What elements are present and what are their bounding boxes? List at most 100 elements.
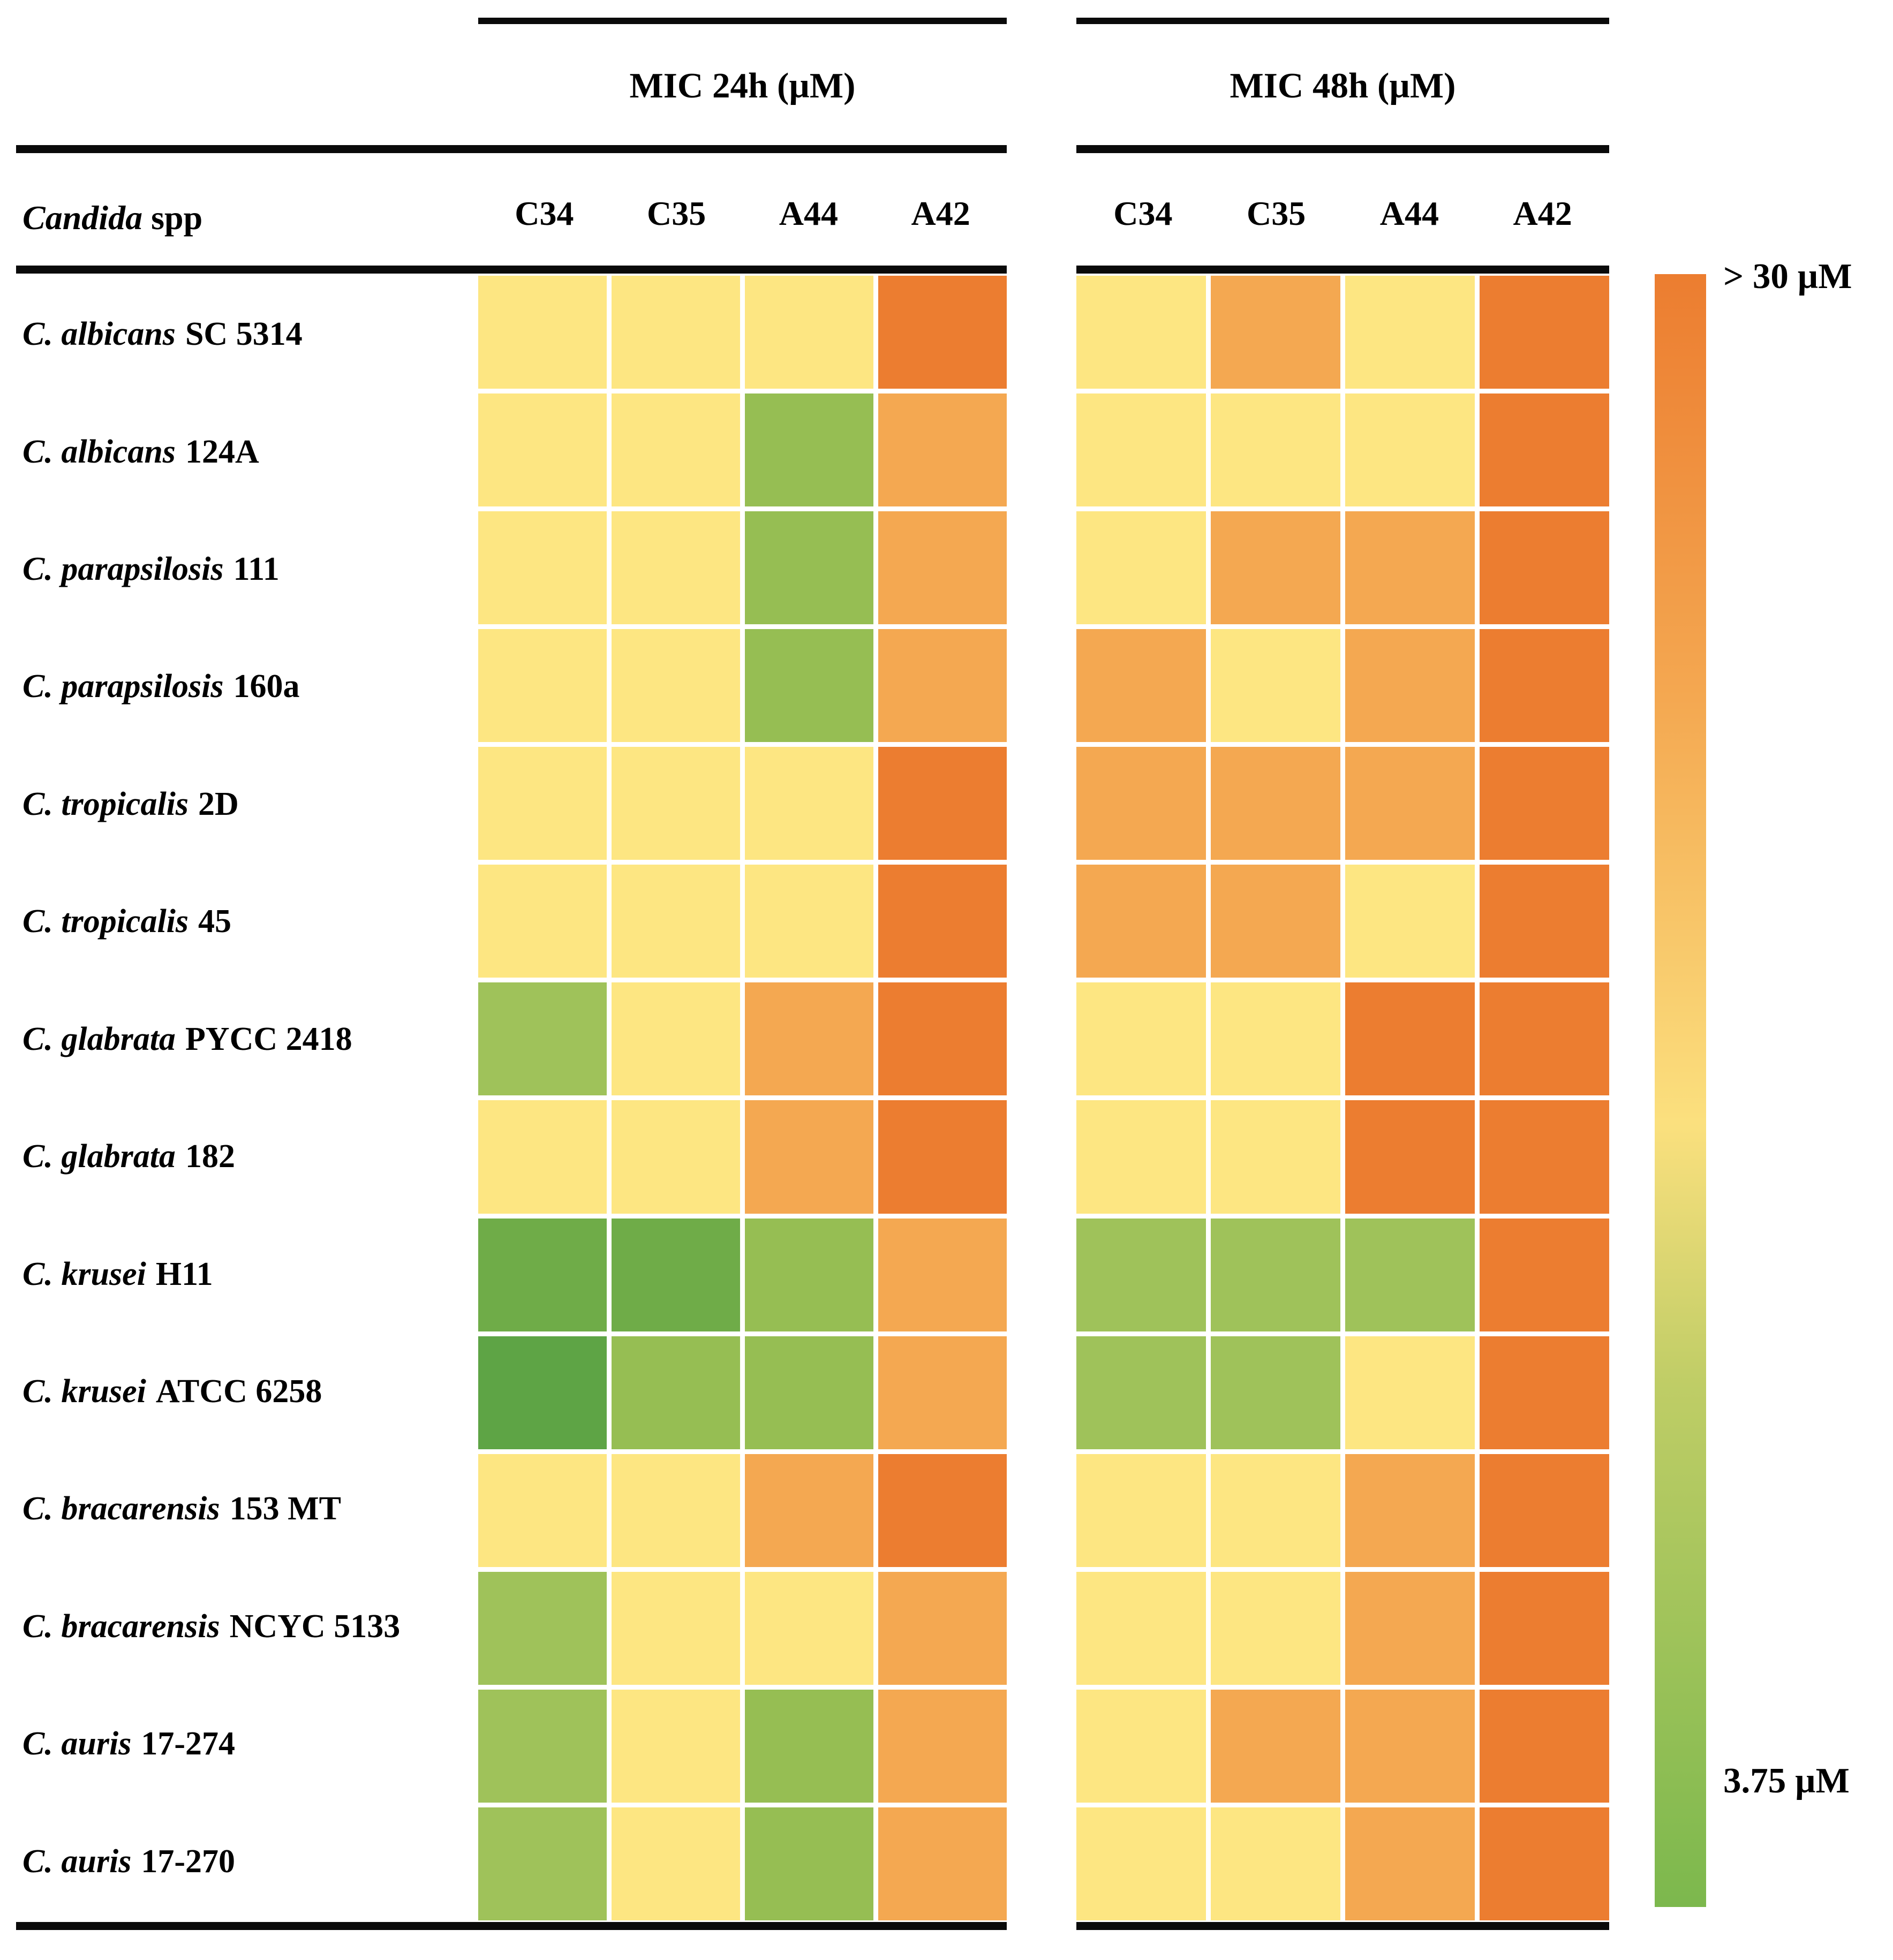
heatmap-cell-mic24-c35: [612, 1807, 740, 1920]
heatmap-cell-mic48-a42: [1480, 1218, 1609, 1331]
species-name: C. glabrata: [22, 1138, 176, 1175]
heatmap-cell-mic48-c35: [1211, 747, 1340, 860]
strain-name: 182: [185, 1138, 235, 1175]
strain-name: 160a: [233, 668, 300, 705]
row-label: C. glabrata 182: [22, 1098, 475, 1215]
column-header-a44: A44: [779, 194, 838, 232]
heatmap-cell-mic24-a42: [878, 982, 1007, 1096]
heatmap-cell-mic48-a44: [1345, 1807, 1475, 1920]
heatmap-cell-mic24-a42: [878, 511, 1007, 625]
heatmap-cell-mic48-a42: [1480, 511, 1609, 625]
heatmap-cell-mic24-a42: [878, 276, 1007, 389]
rule-mid-right: [1076, 145, 1609, 153]
heatmap-cell-mic24-a42: [878, 747, 1007, 860]
heatmap-cell-mic48-a44: [1345, 982, 1475, 1096]
heatmap-cell-mic24-c34: [478, 982, 607, 1096]
column-header-c34: C34: [1113, 194, 1173, 232]
heatmap-cell-mic48-c35: [1211, 1807, 1340, 1920]
species-name: C. auris: [22, 1843, 132, 1880]
strain-name: ATCC 6258: [155, 1373, 322, 1410]
rule-top-left: [478, 18, 1007, 24]
heatmap-cell-mic24-a44: [745, 1571, 873, 1685]
heatmap-cell-mic48-a42: [1480, 1571, 1609, 1685]
strain-name: SC 5314: [185, 316, 303, 353]
heatmap-cell-mic24-c35: [612, 865, 740, 978]
species-name: C. parapsilosis: [22, 668, 224, 705]
heatmap-cell-mic48-c34: [1076, 1454, 1206, 1567]
heatmap-cell-mic24-c35: [612, 1218, 740, 1331]
heatmap-cell-mic48-c35: [1211, 1336, 1340, 1449]
heatmap-cell-mic24-c34: [478, 1571, 607, 1685]
strain-name: PYCC 2418: [185, 1020, 352, 1057]
heatmap-cell-mic24-a44: [745, 393, 873, 507]
heatmap-cell-mic24-a42: [878, 1336, 1007, 1449]
rule-mid-left: [16, 145, 1007, 153]
column-header-c35: C35: [647, 194, 706, 232]
heatmap-cell-mic48-a44: [1345, 865, 1475, 978]
heatmap-cell-mic48-c34: [1076, 511, 1206, 625]
heatmap-cell-mic48-c35: [1211, 1689, 1340, 1803]
heatmap-cell-mic48-c34: [1076, 1689, 1206, 1803]
heatmap-cell-mic48-a42: [1480, 629, 1609, 743]
species-name: C. parapsilosis: [22, 551, 224, 588]
heatmap-cell-mic24-c34: [478, 1100, 607, 1214]
strain-name: 2D: [198, 785, 239, 822]
species-name: C. albicans: [22, 316, 176, 353]
heatmap-cell-mic24-a42: [878, 1807, 1007, 1920]
heatmap-cell-mic24-a42: [878, 1571, 1007, 1685]
row-label: C. tropicalis 45: [22, 863, 475, 980]
strain-name: 45: [198, 903, 232, 940]
heatmap-cell-mic48-a42: [1480, 865, 1609, 978]
rule-bottom-left: [16, 1922, 1007, 1930]
heatmap-cell-mic24-c35: [612, 511, 740, 625]
heatmap-cell-mic48-c35: [1211, 393, 1340, 507]
row-label: C. auris 17-270: [22, 1803, 475, 1920]
heatmap-cell-mic24-a44: [745, 1807, 873, 1920]
heatmap-cell-mic24-c35: [612, 1336, 740, 1449]
heatmap-cell-mic24-a42: [878, 1218, 1007, 1331]
heatmap-cell-mic24-c35: [612, 747, 740, 860]
heatmap-cell-mic48-a44: [1345, 747, 1475, 860]
heatmap-cell-mic24-c35: [612, 393, 740, 507]
species-name: C. krusei: [22, 1373, 146, 1410]
heatmap-cell-mic48-c34: [1076, 1336, 1206, 1449]
heatmap-cell-mic24-c35: [612, 1689, 740, 1803]
species-name: C. krusei: [22, 1255, 146, 1292]
heatmap-cell-mic24-c34: [478, 1218, 607, 1331]
heatmap-cell-mic24-c35: [612, 276, 740, 389]
heatmap-cell-mic24-c34: [478, 511, 607, 625]
column-header-a44: A44: [1379, 194, 1439, 232]
heatmap-cell-mic24-a42: [878, 629, 1007, 743]
heatmap-cell-mic24-a44: [745, 1336, 873, 1449]
heatmap-cell-mic48-a42: [1480, 982, 1609, 1096]
heatmap-cell-mic48-a44: [1345, 1454, 1475, 1567]
heatmap-cell-mic24-a44: [745, 982, 873, 1096]
column-header-a42: A42: [911, 194, 970, 232]
heatmap-cell-mic24-c34: [478, 1807, 607, 1920]
heatmap-cell-mic24-c34: [478, 393, 607, 507]
species-name: C. bracarensis: [22, 1608, 220, 1645]
heatmap-cell-mic24-c34: [478, 1689, 607, 1803]
heatmap-cell-mic48-c35: [1211, 511, 1340, 625]
heatmap-cell-mic24-c34: [478, 865, 607, 978]
heatmap-cell-mic48-c35: [1211, 629, 1340, 743]
legend-max-label: > 30 µM: [1723, 256, 1852, 296]
heatmap-cell-mic48-c34: [1076, 393, 1206, 507]
heatmap-cell-mic48-a42: [1480, 747, 1609, 860]
row-label: C. tropicalis 2D: [22, 746, 475, 863]
row-header-spp: spp: [151, 199, 203, 237]
heatmap-cell-mic48-c34: [1076, 747, 1206, 860]
heatmap-cell-mic24-c34: [478, 1454, 607, 1567]
species-name: C. albicans: [22, 433, 176, 470]
heatmap-cell-mic48-c35: [1211, 1100, 1340, 1214]
heatmap-cell-mic48-a44: [1345, 276, 1475, 389]
heatmap-cell-mic48-a44: [1345, 1218, 1475, 1331]
heatmap-cell-mic48-c34: [1076, 276, 1206, 389]
species-name: C. bracarensis: [22, 1490, 220, 1527]
legend-colorbar: [1655, 274, 1706, 1907]
heatmap-cell-mic48-c34: [1076, 982, 1206, 1096]
heatmap-cell-mic48-a42: [1480, 1807, 1609, 1920]
heatmap-24h: [478, 276, 1007, 1920]
row-label: C. bracarensis 153 MT: [22, 1450, 475, 1568]
row-label: C. glabrata PYCC 2418: [22, 981, 475, 1098]
